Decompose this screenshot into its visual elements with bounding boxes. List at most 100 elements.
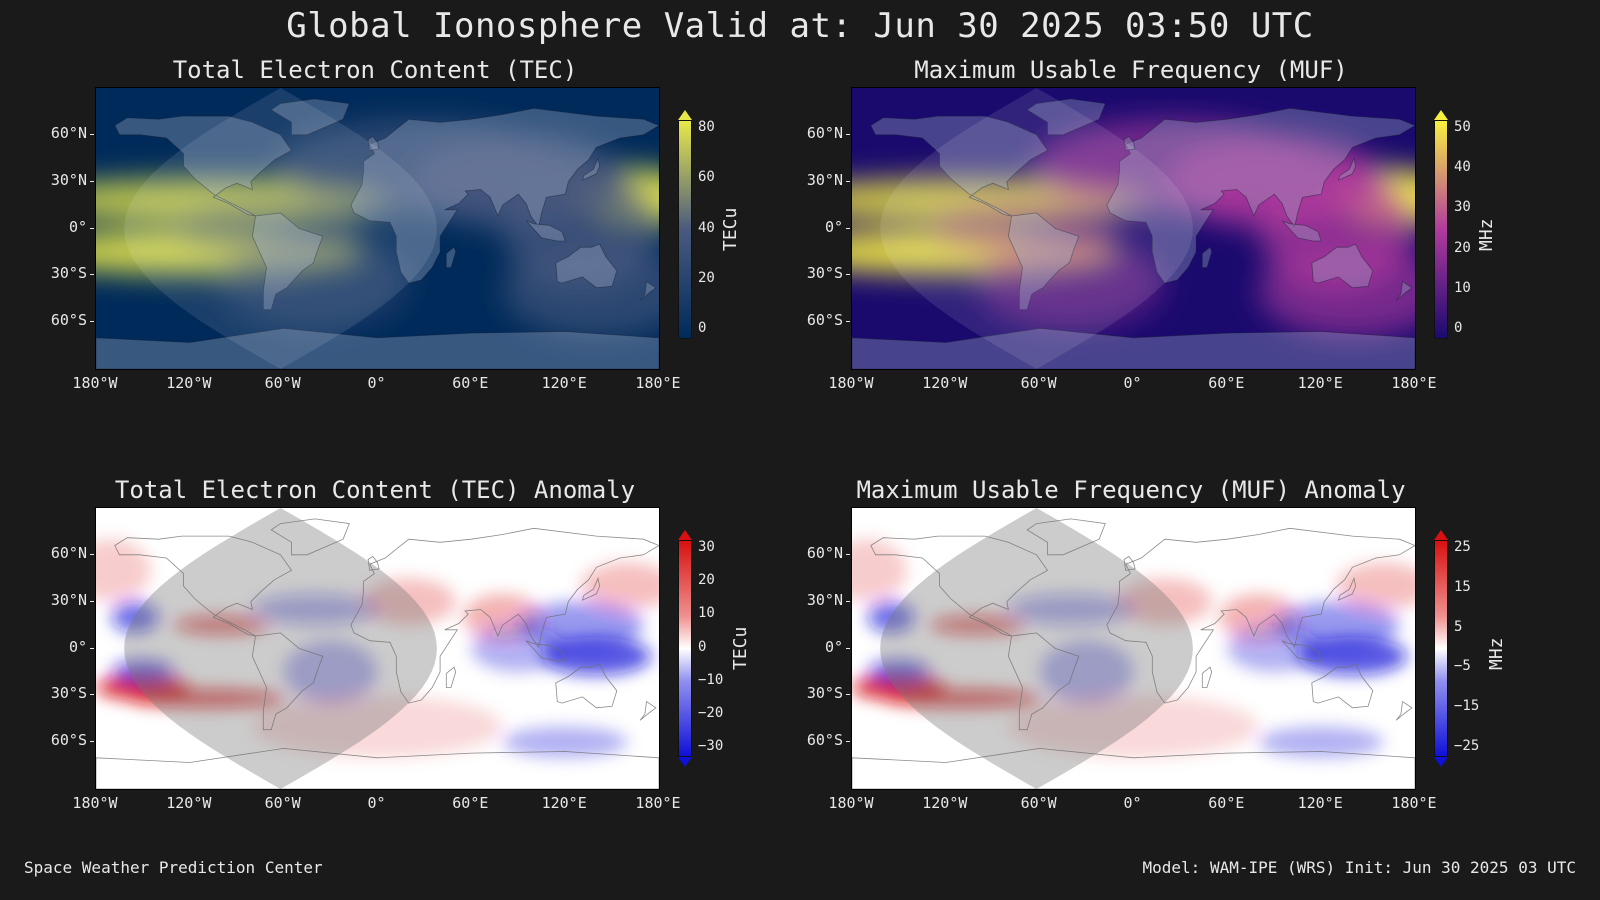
longitude-label: 120°E: [541, 794, 587, 812]
latitude-label: 30°S: [50, 684, 87, 703]
colorbar-tick-label: 0: [1454, 320, 1463, 336]
latitude-label: 0°: [68, 637, 87, 656]
colorbar-unit-label: TECu: [720, 207, 741, 251]
colorbar-extend-arrow: [678, 110, 692, 120]
longitude-label: 120°W: [166, 374, 212, 392]
africa-eurasia-landmass: [1106, 107, 1415, 284]
latitude-tick: [90, 553, 94, 555]
colorbar-tick-label: 30: [1454, 199, 1471, 216]
latitude-tick: [846, 227, 850, 229]
australia-outline: [555, 663, 618, 709]
madagascar-outline: [1201, 666, 1213, 688]
africa-eurasia-outline: [350, 527, 659, 704]
footer-model-info: Model: WAM-IPE (WRS) Init: Jun 30 2025 0…: [1142, 858, 1576, 877]
antarctica-outline: [852, 747, 1415, 789]
tec-map: [95, 87, 660, 370]
japan-outline: [581, 576, 601, 601]
colorbar-extend-arrow: [1434, 530, 1448, 540]
tec-title: Total Electron Content (TEC): [172, 56, 578, 84]
latitude-label: 60°N: [50, 543, 87, 562]
latitude-label: 30°S: [806, 684, 843, 703]
latitude-tick: [846, 741, 850, 743]
colorbar-tick-label: 40: [1454, 159, 1471, 176]
latitude-tick: [846, 553, 850, 555]
latitude-tick: [846, 647, 850, 649]
longitude-label: 180°W: [828, 374, 874, 392]
longitude-label: 60°W: [264, 794, 301, 812]
longitude-label: 60°E: [1208, 794, 1245, 812]
latitude-label: 0°: [68, 217, 87, 236]
new-zealand-outline: [639, 700, 657, 721]
colorbar-tick-label: −5: [1454, 658, 1471, 675]
latitude-tick: [846, 133, 850, 135]
latitude-label: 0°: [824, 637, 843, 656]
night-shade: [880, 508, 1193, 789]
colorbar-tick-label: −15: [1454, 698, 1480, 715]
colorbar-tick-label: 20: [698, 572, 715, 589]
colorbar-tick-label: 15: [1454, 578, 1471, 595]
latitude-tick: [846, 274, 850, 276]
latitude-tick: [846, 180, 850, 182]
tec-anom-title: Total Electron Content (TEC) Anomaly: [114, 476, 636, 504]
latitude-label: 60°S: [806, 731, 843, 750]
longitude-label: 180°E: [635, 794, 681, 812]
uk-outline: [1123, 555, 1136, 571]
colorbar-extend-arrow: [1434, 110, 1448, 120]
colorbar-tick-label: 10: [698, 605, 715, 622]
colorbar-tick-label: −30: [698, 738, 724, 754]
longitude-label: 60°W: [1020, 794, 1057, 812]
new-zealand-landmass: [639, 280, 657, 301]
colorbar-tick-label: 20: [1454, 239, 1471, 256]
colorbar-tick-label: 80: [698, 119, 715, 135]
colorbar-tick-label: 0: [698, 320, 707, 336]
madagascar-outline: [445, 666, 457, 688]
latitude-label: 60°S: [806, 311, 843, 330]
latitude-tick: [90, 133, 94, 135]
colorbar-tick-label: 40: [698, 219, 715, 236]
colorbar-extend-arrow: [678, 530, 692, 540]
africa-eurasia-outline: [1106, 527, 1415, 704]
longitude-label: 180°E: [635, 374, 681, 392]
latitude-label: 30°N: [806, 590, 843, 609]
latitude-tick: [90, 694, 94, 696]
muf-title: Maximum Usable Frequency (MUF): [914, 56, 1348, 84]
colorbar-tick-label: 0: [698, 638, 707, 655]
latitude-label: 0°: [824, 217, 843, 236]
north-america-outline: [114, 535, 293, 637]
longitude-label: 0°: [1123, 374, 1142, 392]
colorbar-tick-label: 5: [1454, 618, 1463, 635]
latitude-label: 60°N: [806, 123, 843, 142]
madagascar-landmass: [1201, 246, 1213, 268]
latitude-tick: [90, 180, 94, 182]
latitude-label: 30°N: [806, 170, 843, 189]
latitude-tick: [90, 274, 94, 276]
uk-outline: [367, 555, 380, 571]
indonesia-landmass: [525, 220, 566, 242]
latitude-tick: [90, 741, 94, 743]
japan-landmass: [1337, 156, 1357, 181]
japan-outline: [1337, 576, 1357, 601]
antarctica-outline: [96, 747, 659, 789]
colorbar-tick-label: −25: [1454, 738, 1480, 754]
longitude-label: 120°W: [166, 794, 212, 812]
night-shade: [124, 508, 437, 789]
tec-anom-map: [95, 507, 660, 790]
japan-landmass: [581, 156, 601, 181]
colorbar-extend-arrow: [678, 757, 692, 767]
muf-colorbar: [1434, 120, 1448, 339]
uk-landmass: [367, 135, 380, 151]
colorbar-tick-label: 20: [698, 269, 715, 286]
colorbar-tick-label: 60: [698, 169, 715, 186]
longitude-label: 60°E: [1208, 374, 1245, 392]
longitude-label: 0°: [367, 374, 386, 392]
indonesia-outline: [1281, 640, 1322, 662]
antarctica-landmass: [852, 327, 1415, 369]
australia-landmass: [555, 243, 618, 289]
latitude-tick: [90, 321, 94, 323]
africa-eurasia-landmass: [350, 107, 659, 284]
longitude-label: 60°E: [452, 374, 489, 392]
tec-colorbar: [678, 120, 692, 339]
indonesia-landmass: [1281, 220, 1322, 242]
colorbar-tick-label: 25: [1454, 539, 1471, 555]
tec-anom-colorbar: [678, 540, 692, 757]
